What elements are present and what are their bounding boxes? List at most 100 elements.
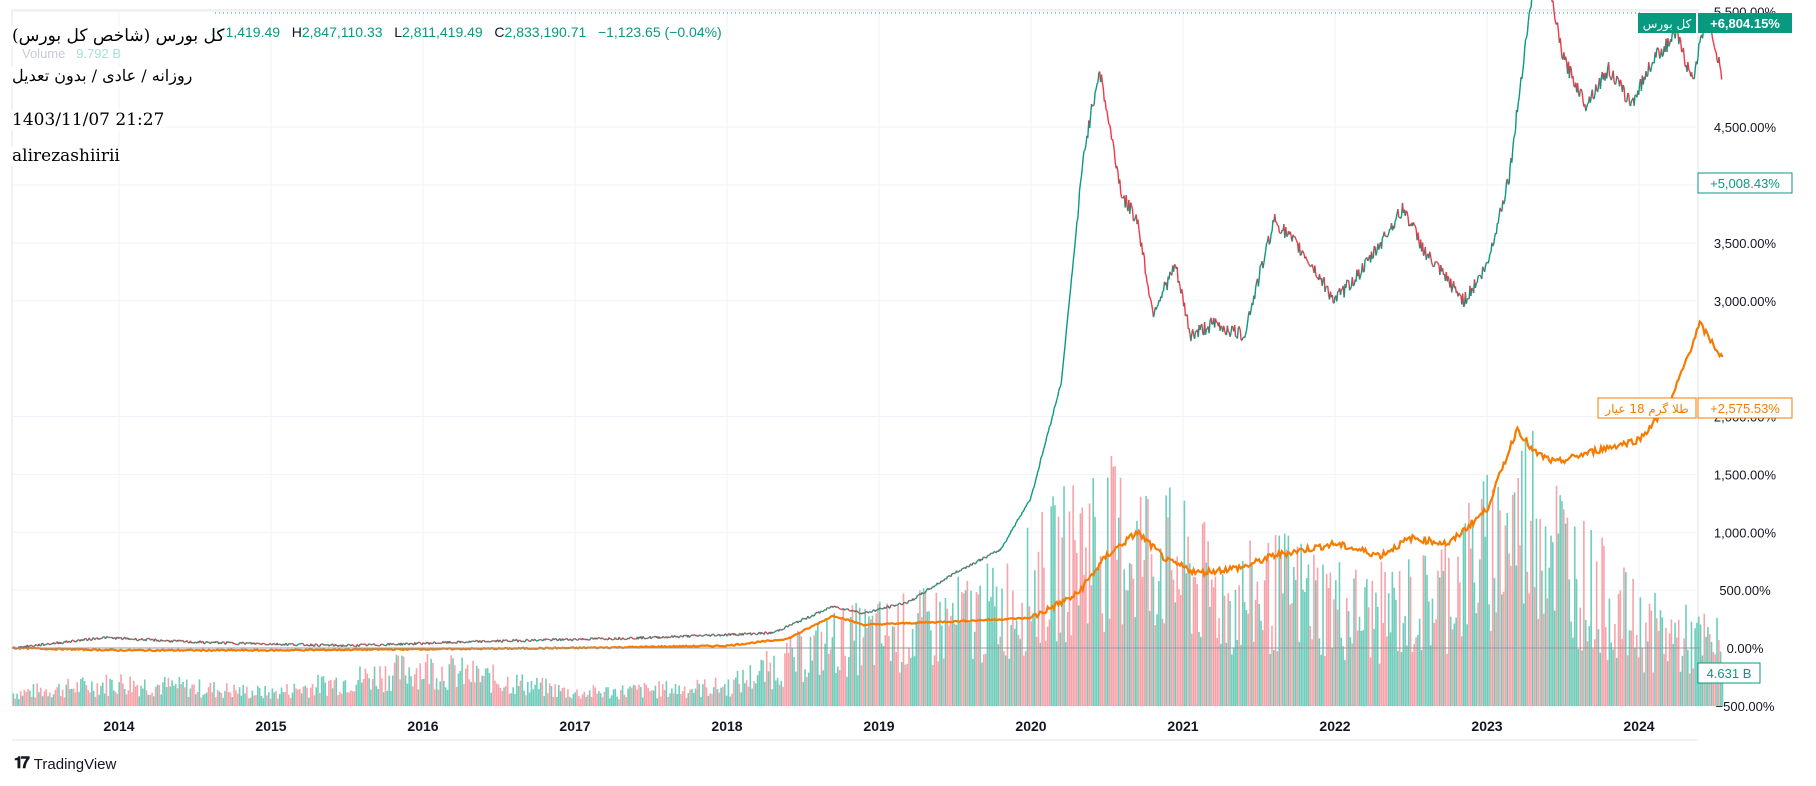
volume-bar <box>1546 598 1549 706</box>
index-series-segment <box>1093 92 1096 105</box>
volume-bar <box>609 698 611 706</box>
chart-title: کل بورس (شاخص کل بورس) <box>10 26 227 46</box>
index-series-segment <box>1432 265 1435 268</box>
index-series-segment <box>1172 264 1176 272</box>
volume-bar <box>49 692 51 706</box>
volume-bar <box>158 685 161 706</box>
volume-bar <box>1201 523 1204 706</box>
ohlc-change: −1,123.65 (−0.04%) <box>597 24 722 40</box>
index-series-segment <box>313 643 317 647</box>
index-series-segment <box>689 634 692 638</box>
index-series-segment <box>1271 219 1274 232</box>
index-series-segment <box>1714 50 1717 53</box>
volume-bar <box>1010 625 1012 706</box>
index-series-segment <box>292 643 294 645</box>
index-series-segment <box>924 590 928 593</box>
volume-bar <box>1659 610 1662 706</box>
index-series-segment <box>519 639 521 642</box>
volume-bar <box>556 696 558 706</box>
index-series-segment <box>1039 456 1042 461</box>
index-series-segment <box>1205 327 1208 331</box>
volume-bar <box>1544 526 1547 706</box>
index-series-segment <box>1050 416 1053 422</box>
ohlc-close-label: C <box>494 24 505 40</box>
index-series-segment <box>393 643 396 646</box>
index-series-segment <box>930 587 933 590</box>
index-series-segment <box>1315 274 1318 278</box>
index-series-segment <box>1061 363 1064 373</box>
index-series-segment <box>1522 61 1525 71</box>
volume-bar <box>1057 516 1060 706</box>
volume-bar <box>333 680 336 706</box>
volume-bar <box>1094 516 1096 706</box>
index-series-segment <box>270 643 273 646</box>
volume-bar <box>295 688 297 706</box>
index-series-segment <box>1166 276 1169 291</box>
index-series-segment <box>625 638 627 641</box>
volume-bar <box>1395 599 1397 706</box>
index-series-segment <box>320 643 323 646</box>
volume-bar <box>1200 636 1202 706</box>
volume-bar <box>523 690 525 706</box>
index-series-segment <box>800 618 804 621</box>
volume-bar <box>1406 645 1408 706</box>
index-series-segment <box>1244 330 1248 335</box>
volume-bar <box>931 665 934 706</box>
volume-bar <box>216 689 219 706</box>
index-series-segment <box>1324 286 1327 293</box>
volume-bar <box>1231 654 1233 706</box>
index-series-segment <box>150 638 153 641</box>
index-series-segment <box>450 641 453 644</box>
index-series-segment <box>1033 483 1036 488</box>
index-series-segment <box>797 621 800 624</box>
index-series-segment <box>1517 97 1520 103</box>
index-series-segment <box>1078 189 1081 206</box>
index-series-segment <box>311 644 315 647</box>
index-series-segment <box>676 635 680 639</box>
volume-bar <box>1174 602 1177 706</box>
index-series-segment <box>1358 275 1362 280</box>
volume-bar <box>1294 580 1297 706</box>
volume-bar <box>1665 627 1667 706</box>
index-series-segment <box>1373 245 1376 248</box>
volume-bar <box>1167 517 1169 706</box>
volume-bar <box>1097 564 1100 706</box>
time-tick-label: 2016 <box>407 718 438 734</box>
volume-bar <box>357 679 359 706</box>
index-series-segment <box>697 634 700 637</box>
volume-bar <box>142 688 144 706</box>
index-series-segment <box>1067 307 1070 317</box>
time-axis[interactable]: 2014 2015 2016 2017 2018 2019 2020 2021 2022 2023… <box>12 718 1698 741</box>
volume-bar <box>1639 597 1642 706</box>
volume-bar <box>576 689 578 706</box>
volume-bar <box>517 686 520 706</box>
ohlc-close-value: 2,833,190.71 <box>504 24 587 40</box>
volume-bar <box>844 655 846 706</box>
price-tick-label: 3,000.00% <box>1714 294 1777 309</box>
volume-bar <box>91 681 93 706</box>
index-series-segment <box>1104 100 1107 111</box>
index-series-segment <box>187 641 190 644</box>
volume-bar <box>953 623 956 706</box>
volume-bar <box>1471 525 1474 706</box>
volume-bar <box>1225 642 1228 706</box>
index-series-segment <box>765 631 768 634</box>
volume-bar <box>47 696 49 706</box>
tradingview-logo[interactable]: 𝟏𝟕 TradingView <box>14 755 116 773</box>
index-series-segment <box>30 644 33 647</box>
price-scale[interactable]: 6,500.00%6,000.00%5,500.00%4,500.00%4,00… <box>1714 0 1777 714</box>
index-series-segment <box>1576 83 1580 94</box>
index-series-segment <box>1572 76 1575 86</box>
volume-bar <box>503 687 505 706</box>
volume-bar <box>547 693 549 706</box>
index-series-segment <box>1307 263 1311 266</box>
volume-bar <box>501 690 504 706</box>
index-series-segment <box>1321 279 1324 286</box>
volume-bar <box>324 682 327 706</box>
volume-bar <box>1123 569 1126 706</box>
volume-bar <box>267 692 270 706</box>
index-series-segment <box>504 639 507 642</box>
time-tick-label: 2021 <box>1167 718 1198 734</box>
index-series-segment <box>122 637 125 640</box>
